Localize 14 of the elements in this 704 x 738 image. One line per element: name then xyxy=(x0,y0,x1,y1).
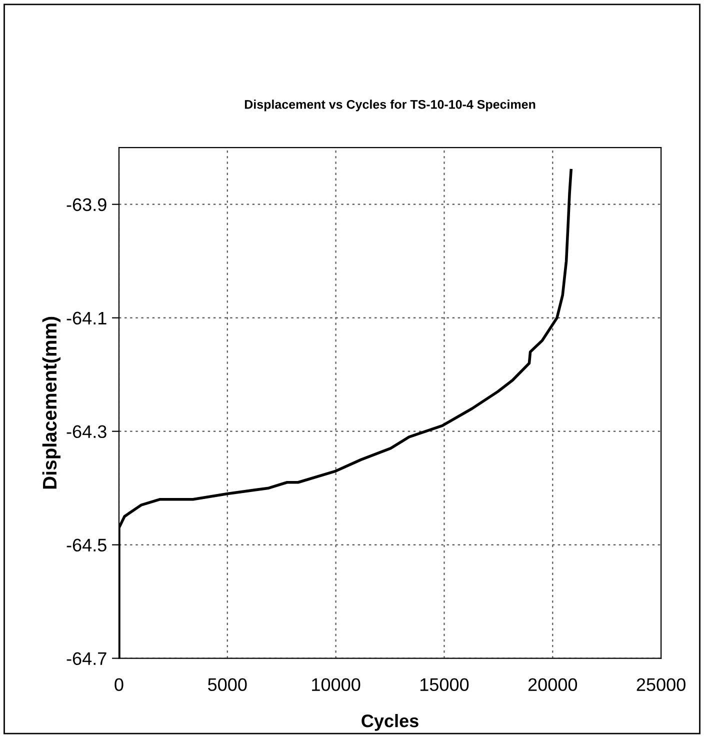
x-axis-title: Cycles xyxy=(362,714,418,731)
x-tick-label: 5000 xyxy=(208,678,247,692)
x-tick-label: 20000 xyxy=(528,678,578,692)
x-tick-label: 25000 xyxy=(636,678,686,692)
x-tick-label: 0 xyxy=(114,678,124,692)
chart-title: Displacement vs Cycles for TS-10-10-4 Specimen xyxy=(244,100,536,112)
x-tick-label: 15000 xyxy=(420,678,469,692)
y-tick-label: -64.3 xyxy=(66,425,106,438)
y-tick-label: -64.5 xyxy=(66,538,106,552)
x-tick-label: 10000 xyxy=(312,678,360,692)
y-tick-label: -64.7 xyxy=(66,652,106,666)
y-tick-label: -64.1 xyxy=(66,312,106,325)
y-tick-label: -63.9 xyxy=(66,198,106,212)
y-axis-title: Displacement(mm) xyxy=(42,316,60,489)
